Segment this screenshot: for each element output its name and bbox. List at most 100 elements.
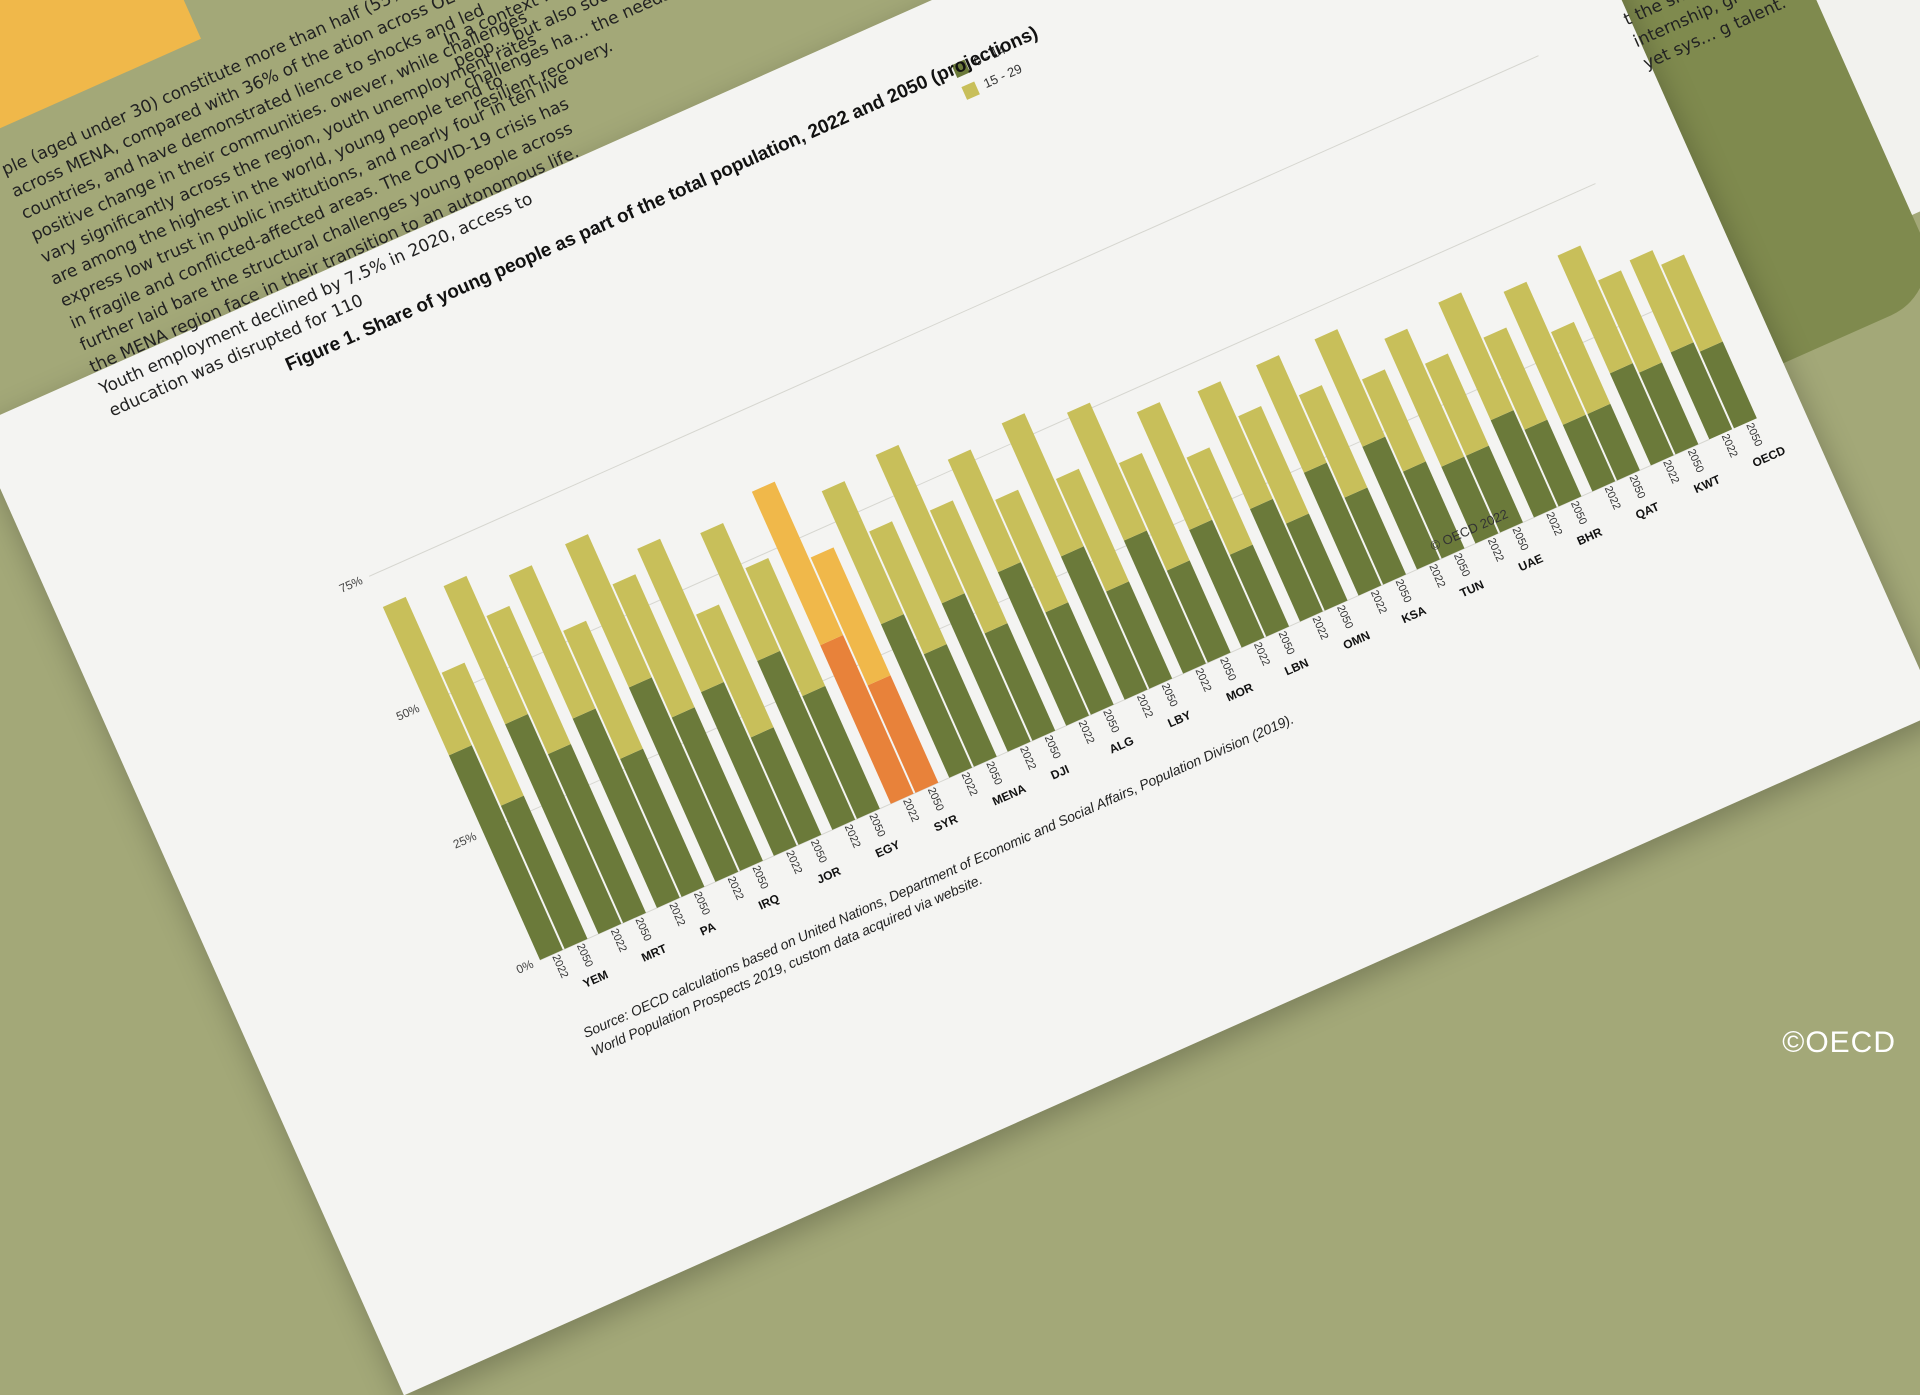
x-year-label: 2022 (900, 797, 921, 824)
x-year-label: 2022 (1193, 667, 1214, 694)
x-year-label: 2050 (1685, 447, 1706, 474)
x-year-label: 2050 (1451, 551, 1472, 578)
x-year-label: 2050 (808, 838, 829, 865)
bar-0-14 (448, 745, 563, 960)
bar-0-14 (820, 635, 914, 804)
x-year-label: 2050 (1276, 630, 1297, 657)
x-year-label: 2022 (959, 771, 980, 798)
x-country-label: KWT (1692, 472, 1723, 496)
x-year-label: 2022 (1017, 745, 1038, 772)
bar-15-29 (1629, 250, 1694, 353)
bar-15-29 (1557, 245, 1633, 374)
bar-0-14 (572, 708, 680, 908)
bar-15-29 (1314, 329, 1386, 447)
bar-0-14 (1123, 530, 1206, 674)
bar-0-14 (628, 677, 739, 882)
bar-0-14 (1609, 363, 1674, 466)
bar-15-29 (700, 522, 781, 662)
bar-0-14 (1045, 602, 1114, 715)
bar-0-14 (1587, 403, 1640, 481)
bar-0-14 (671, 707, 763, 871)
x-country-label: PA (698, 919, 718, 938)
x-country-label: QAT (1633, 499, 1662, 522)
bar-0-14 (1060, 546, 1148, 700)
bar-15-29 (810, 547, 891, 686)
bar-0-14 (1229, 544, 1290, 637)
x-country-label: LBN (1282, 656, 1310, 679)
x-country-label: SYR (932, 812, 961, 835)
bar-0-14 (1303, 462, 1382, 596)
bar-15-29 (1298, 385, 1368, 498)
x-country-label: JOR (815, 864, 844, 887)
x-year-label: 2050 (749, 864, 770, 891)
x-year-label: 2050 (925, 786, 946, 813)
bar-15-29 (947, 449, 1021, 573)
bar-0-14 (997, 562, 1090, 726)
bar-15-29 (1238, 406, 1309, 524)
x-year-label: 2022 (842, 823, 863, 850)
bar-0-14 (1441, 456, 1499, 544)
bar-15-29 (1503, 281, 1586, 425)
bar-15-29 (1361, 369, 1426, 472)
x-year-label: 2050 (866, 812, 887, 839)
x-year-label: 2022 (1309, 614, 1330, 641)
x-year-label: 2022 (725, 875, 746, 902)
bar-15-29 (441, 662, 524, 806)
x-year-label: 2050 (1334, 603, 1355, 630)
x-country-label: YEM (581, 967, 610, 990)
legend-swatch (961, 81, 980, 100)
x-year-label: 2022 (608, 927, 629, 954)
bar-15-29 (1256, 355, 1327, 473)
chart-title: Figure 1. Share of young people as part … (282, 23, 1041, 376)
bar-0-14 (1249, 498, 1323, 622)
x-year-label: 2022 (783, 849, 804, 876)
y-tick-label: 0% (514, 957, 536, 977)
x-year-label: 2022 (1426, 562, 1447, 589)
x-year-label: 2050 (1510, 525, 1531, 552)
bar-0-14 (1670, 342, 1733, 440)
bar-0-14 (700, 681, 797, 856)
bar-15-29 (1424, 353, 1489, 456)
bar-15-29 (443, 575, 528, 725)
bar-15-29 (1197, 381, 1273, 510)
x-year-label: 2050 (1626, 473, 1647, 500)
x-country-label: MRT (639, 941, 669, 965)
x-year-label: 2022 (1485, 536, 1506, 563)
bar-15-29 (1438, 292, 1514, 421)
bar-0-14 (500, 795, 588, 950)
x-country-label: OMN (1341, 628, 1372, 652)
bar-15-29 (929, 500, 1008, 634)
bar-15-29 (1483, 327, 1548, 430)
chart-source-continued: World Population Prospects 2019, custom … (589, 871, 985, 1059)
bar-0-14 (880, 614, 973, 778)
x-year-label: 2050 (1393, 577, 1414, 604)
x-country-label: UAE (1516, 551, 1545, 574)
bar-15-29 (565, 534, 652, 688)
bar-15-29 (1055, 468, 1129, 592)
y-tick-label: 75% (337, 573, 365, 596)
oecd-copyright: ©OECD (1782, 1026, 1896, 1059)
bar-0-14 (1524, 419, 1582, 507)
bar-15-29 (1661, 254, 1723, 352)
bar-15-29 (1551, 321, 1611, 414)
x-year-label: 2050 (1159, 682, 1180, 709)
x-country-label: BHR (1575, 525, 1605, 548)
bar-15-29 (1598, 270, 1662, 373)
x-country-label: ALG (1107, 733, 1136, 756)
bar-15-29 (821, 481, 904, 625)
x-country-label: LBY (1165, 708, 1193, 731)
x-year-label: 2050 (1100, 708, 1121, 735)
bar-0-14 (1189, 519, 1265, 648)
x-country-label: EGY (873, 837, 902, 860)
x-year-label: 2050 (691, 890, 712, 917)
bar-0-14 (802, 685, 880, 819)
x-country-label: IRQ (756, 891, 781, 912)
x-year-label: 2022 (1076, 719, 1097, 746)
bar-0-14 (757, 650, 856, 830)
bar-15-29 (1136, 402, 1213, 530)
bar-15-29 (751, 481, 844, 646)
y-tick-label: 25% (451, 829, 479, 852)
x-year-label: 2022 (666, 901, 687, 928)
bar-0-14 (750, 727, 822, 845)
